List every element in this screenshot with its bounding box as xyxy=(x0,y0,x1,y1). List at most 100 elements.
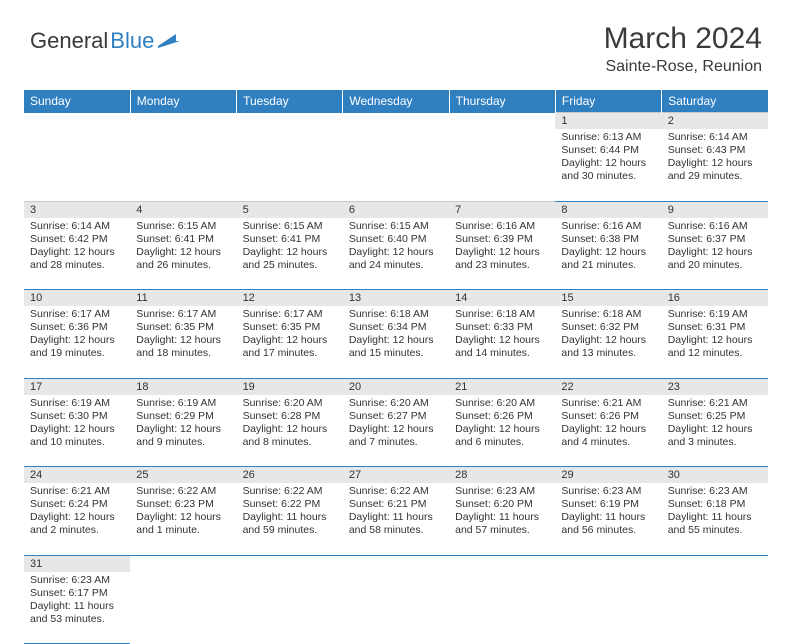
sunset-text: Sunset: 6:42 PM xyxy=(30,233,124,246)
day-details: Sunrise: 6:19 AMSunset: 6:30 PMDaylight:… xyxy=(24,395,130,454)
day-cell xyxy=(237,572,343,644)
day-number-cell: 30 xyxy=(662,467,768,484)
day-content-row: Sunrise: 6:23 AMSunset: 6:17 PMDaylight:… xyxy=(24,572,768,644)
day-number-cell xyxy=(343,555,449,572)
daylight-text-2: and 25 minutes. xyxy=(243,259,337,272)
brand-word-1: General xyxy=(30,28,108,54)
day-cell: Sunrise: 6:15 AMSunset: 6:40 PMDaylight:… xyxy=(343,218,449,290)
day-details: Sunrise: 6:15 AMSunset: 6:41 PMDaylight:… xyxy=(237,218,343,277)
day-number-cell: 6 xyxy=(343,201,449,218)
day-number-cell: 24 xyxy=(24,467,130,484)
daylight-text-2: and 57 minutes. xyxy=(455,524,549,537)
day-number-cell: 26 xyxy=(237,467,343,484)
day-details: Sunrise: 6:17 AMSunset: 6:35 PMDaylight:… xyxy=(237,306,343,365)
sunset-text: Sunset: 6:18 PM xyxy=(668,498,762,511)
sunrise-text: Sunrise: 6:23 AM xyxy=(668,485,762,498)
sunset-text: Sunset: 6:29 PM xyxy=(136,410,230,423)
sunset-text: Sunset: 6:20 PM xyxy=(455,498,549,511)
day-content-row: Sunrise: 6:21 AMSunset: 6:24 PMDaylight:… xyxy=(24,483,768,555)
daylight-text-1: Daylight: 12 hours xyxy=(455,246,549,259)
sunrise-text: Sunrise: 6:17 AM xyxy=(136,308,230,321)
weekday-header: Friday xyxy=(555,90,661,113)
daylight-text-1: Daylight: 12 hours xyxy=(30,246,124,259)
sunset-text: Sunset: 6:22 PM xyxy=(243,498,337,511)
daylight-text-1: Daylight: 12 hours xyxy=(349,246,443,259)
weekday-header: Sunday xyxy=(24,90,130,113)
sunrise-text: Sunrise: 6:15 AM xyxy=(136,220,230,233)
sunset-text: Sunset: 6:41 PM xyxy=(243,233,337,246)
day-number-cell: 8 xyxy=(555,201,661,218)
daylight-text-2: and 24 minutes. xyxy=(349,259,443,272)
day-number-cell: 29 xyxy=(555,467,661,484)
daylight-text-1: Daylight: 12 hours xyxy=(136,423,230,436)
sunset-text: Sunset: 6:17 PM xyxy=(30,587,124,600)
daylight-text-2: and 21 minutes. xyxy=(561,259,655,272)
sunset-text: Sunset: 6:21 PM xyxy=(349,498,443,511)
day-cell: Sunrise: 6:17 AMSunset: 6:36 PMDaylight:… xyxy=(24,306,130,378)
daylight-text-1: Daylight: 11 hours xyxy=(30,600,124,613)
sunrise-text: Sunrise: 6:17 AM xyxy=(243,308,337,321)
day-cell: Sunrise: 6:22 AMSunset: 6:21 PMDaylight:… xyxy=(343,483,449,555)
day-content-row: Sunrise: 6:19 AMSunset: 6:30 PMDaylight:… xyxy=(24,395,768,467)
day-cell: Sunrise: 6:15 AMSunset: 6:41 PMDaylight:… xyxy=(130,218,236,290)
day-number-cell: 25 xyxy=(130,467,236,484)
day-details: Sunrise: 6:23 AMSunset: 6:18 PMDaylight:… xyxy=(662,483,768,542)
daylight-text-2: and 30 minutes. xyxy=(561,170,655,183)
sunrise-text: Sunrise: 6:14 AM xyxy=(668,131,762,144)
sunset-text: Sunset: 6:36 PM xyxy=(30,321,124,334)
day-number-cell: 18 xyxy=(130,378,236,395)
day-cell: Sunrise: 6:21 AMSunset: 6:26 PMDaylight:… xyxy=(555,395,661,467)
day-details: Sunrise: 6:17 AMSunset: 6:36 PMDaylight:… xyxy=(24,306,130,365)
day-cell xyxy=(449,129,555,201)
daylight-text-1: Daylight: 11 hours xyxy=(349,511,443,524)
weekday-header: Monday xyxy=(130,90,236,113)
sunrise-text: Sunrise: 6:21 AM xyxy=(668,397,762,410)
day-cell: Sunrise: 6:18 AMSunset: 6:33 PMDaylight:… xyxy=(449,306,555,378)
day-details: Sunrise: 6:23 AMSunset: 6:20 PMDaylight:… xyxy=(449,483,555,542)
day-cell xyxy=(24,129,130,201)
day-number-cell: 15 xyxy=(555,290,661,307)
day-details: Sunrise: 6:15 AMSunset: 6:41 PMDaylight:… xyxy=(130,218,236,277)
location: Sainte-Rose, Reunion xyxy=(604,58,762,76)
day-number-cell xyxy=(237,555,343,572)
daylight-text-2: and 17 minutes. xyxy=(243,347,337,360)
daylight-text-2: and 19 minutes. xyxy=(30,347,124,360)
daylight-text-1: Daylight: 12 hours xyxy=(561,157,655,170)
daylight-text-2: and 8 minutes. xyxy=(243,436,337,449)
day-cell: Sunrise: 6:18 AMSunset: 6:34 PMDaylight:… xyxy=(343,306,449,378)
weekday-header: Saturday xyxy=(662,90,768,113)
day-number-cell: 16 xyxy=(662,290,768,307)
sunset-text: Sunset: 6:35 PM xyxy=(136,321,230,334)
daylight-text-1: Daylight: 12 hours xyxy=(349,423,443,436)
daylight-text-1: Daylight: 12 hours xyxy=(668,423,762,436)
daylight-text-2: and 4 minutes. xyxy=(561,436,655,449)
day-cell: Sunrise: 6:20 AMSunset: 6:27 PMDaylight:… xyxy=(343,395,449,467)
day-cell: Sunrise: 6:21 AMSunset: 6:24 PMDaylight:… xyxy=(24,483,130,555)
day-number-cell: 31 xyxy=(24,555,130,572)
day-number-cell: 7 xyxy=(449,201,555,218)
title-block: March 2024 Sainte-Rose, Reunion xyxy=(604,22,762,76)
day-number-cell: 21 xyxy=(449,378,555,395)
day-number-cell: 23 xyxy=(662,378,768,395)
day-details: Sunrise: 6:18 AMSunset: 6:33 PMDaylight:… xyxy=(449,306,555,365)
day-number-cell xyxy=(662,555,768,572)
sunrise-text: Sunrise: 6:22 AM xyxy=(349,485,443,498)
daylight-text-1: Daylight: 12 hours xyxy=(30,334,124,347)
calendar-table: SundayMondayTuesdayWednesdayThursdayFrid… xyxy=(24,90,768,644)
day-cell xyxy=(555,572,661,644)
day-number-cell: 22 xyxy=(555,378,661,395)
brand-logo: GeneralBlue xyxy=(30,22,180,54)
sunset-text: Sunset: 6:28 PM xyxy=(243,410,337,423)
daylight-text-2: and 15 minutes. xyxy=(349,347,443,360)
sunrise-text: Sunrise: 6:18 AM xyxy=(349,308,443,321)
daylight-text-2: and 53 minutes. xyxy=(30,613,124,626)
day-cell: Sunrise: 6:17 AMSunset: 6:35 PMDaylight:… xyxy=(130,306,236,378)
sunrise-text: Sunrise: 6:23 AM xyxy=(561,485,655,498)
day-cell xyxy=(662,572,768,644)
day-number-row: 12 xyxy=(24,113,768,130)
sunrise-text: Sunrise: 6:23 AM xyxy=(455,485,549,498)
sunrise-text: Sunrise: 6:22 AM xyxy=(243,485,337,498)
daylight-text-1: Daylight: 12 hours xyxy=(30,511,124,524)
sunset-text: Sunset: 6:26 PM xyxy=(561,410,655,423)
sunset-text: Sunset: 6:39 PM xyxy=(455,233,549,246)
